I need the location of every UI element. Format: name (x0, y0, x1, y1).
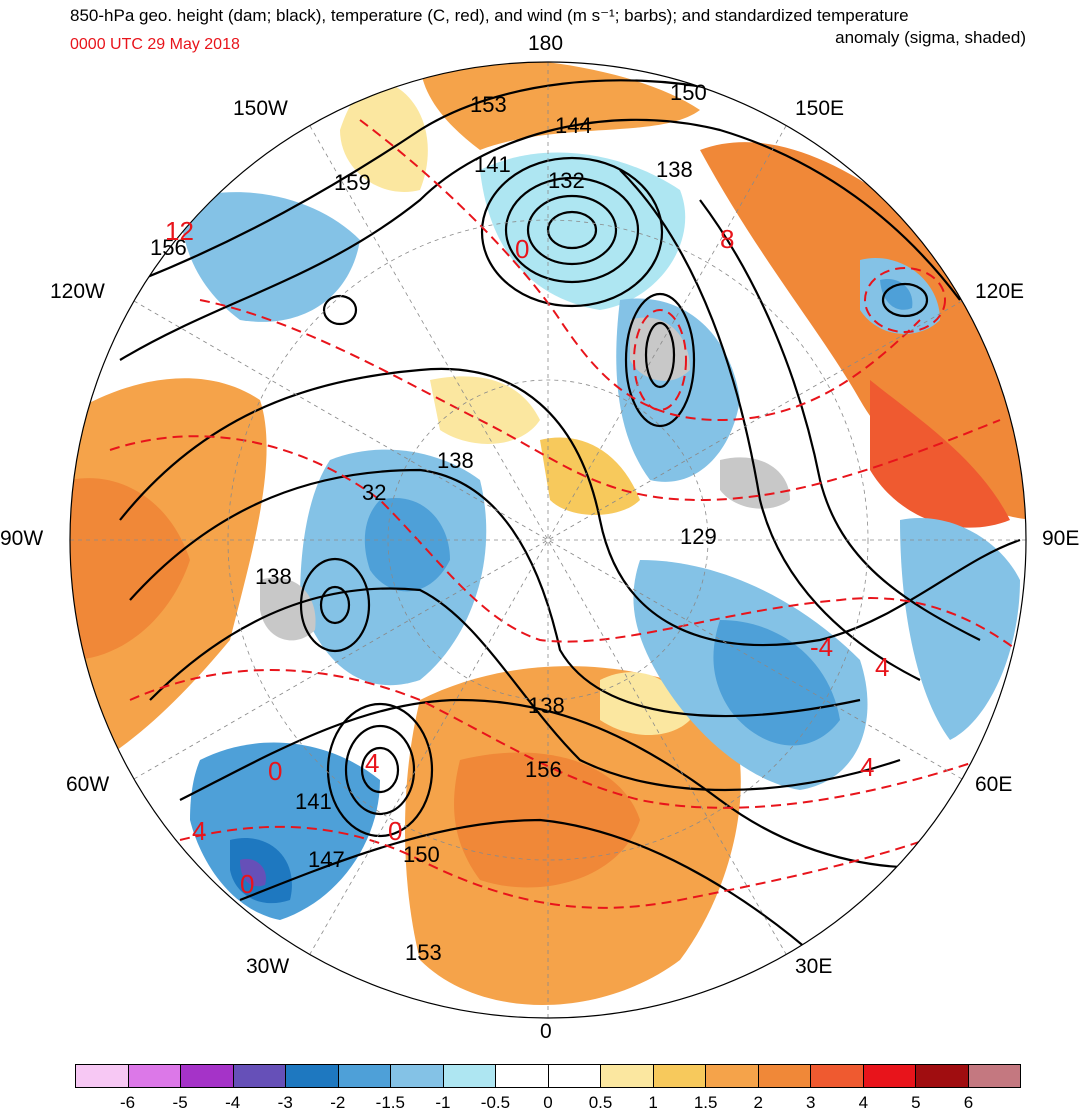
temperature-label: 4 (860, 752, 874, 782)
colorbar-swatch (916, 1065, 969, 1087)
colorbar-labels: -6 -5 -4 -3 -2 -1.5 -1 -0.5 0 0.5 1 1.5 2 3 4 5 6 (75, 1093, 1021, 1113)
colorbar-swatch (758, 1065, 811, 1087)
height-label: 153 (470, 92, 507, 117)
colorbar-tick-label: 3 (806, 1093, 816, 1112)
longitude-label-60e: 60E (975, 773, 1013, 796)
colorbar-swatch (653, 1065, 706, 1087)
longitude-label-90e: 90E (1042, 527, 1080, 550)
colorbar-tick-label: 0 (543, 1093, 553, 1112)
colorbar-swatch (76, 1065, 129, 1087)
longitude-label-30w: 30W (246, 955, 290, 978)
colorbar-swatch (443, 1065, 496, 1087)
longitude-label-180: 180 (528, 32, 564, 55)
temperature-label: -4 (810, 632, 833, 662)
height-label: 129 (680, 524, 717, 549)
colorbar-tick-label: -1 (435, 1093, 451, 1112)
colorbar-tick-label: 2 (753, 1093, 763, 1112)
colorbar-swatch (128, 1065, 181, 1087)
temperature-label: 0 (515, 234, 529, 264)
longitude-label-30e: 30E (795, 955, 833, 978)
map-title: 850-hPa geo. height (dam; black), temper… (70, 6, 909, 25)
longitude-label-150w: 150W (233, 97, 288, 120)
temperature-label: 0 (240, 869, 254, 899)
height-label: 156 (525, 757, 562, 782)
temperature-label: 8 (720, 224, 734, 254)
colorbar-swatch (286, 1065, 339, 1087)
colorbar-swatch (391, 1065, 444, 1087)
anomaly-shading (70, 62, 1026, 1005)
colorbar-tick-label: 5 (911, 1093, 921, 1112)
height-label: 141 (295, 789, 332, 814)
colorbar-swatch (811, 1065, 864, 1087)
height-label: 138 (656, 157, 693, 182)
height-label: 153 (405, 940, 442, 965)
colorbar-swatch (968, 1065, 1020, 1087)
colorbar-swatch (601, 1065, 654, 1087)
graticule (70, 62, 1026, 1018)
height-label: 141 (474, 152, 511, 177)
polar-map: 153 150 144 141 132 138 159 156 138 32 1… (69, 61, 1027, 1019)
colorbar-tick-label: 0.5 (588, 1093, 613, 1112)
colorbar-swatch (181, 1065, 234, 1087)
geopotential-height-contours (119, 79, 1021, 961)
temperature-label: 4 (192, 816, 206, 846)
colorbar-tick-label: -5 (172, 1093, 188, 1112)
temperature-label: 0 (388, 816, 402, 846)
longitude-label-120e: 120E (975, 280, 1025, 303)
height-label: 32 (362, 480, 386, 505)
longitude-label-120w: 120W (50, 280, 105, 303)
colorbar-tick-label: -4 (225, 1093, 241, 1112)
colorbar-swatch (496, 1065, 549, 1087)
height-label: 159 (334, 170, 371, 195)
colorbar-tick-label: -3 (277, 1093, 293, 1112)
longitude-label-150e: 150E (795, 97, 845, 120)
height-label: 138 (528, 693, 565, 718)
temperature-label: 4 (875, 652, 889, 682)
map-disk (70, 62, 1026, 1018)
colorbar-swatch (233, 1065, 286, 1087)
temperature-label: 12 (165, 216, 194, 246)
height-label: 150 (670, 80, 707, 105)
colorbar-tick-label: -2 (330, 1093, 346, 1112)
height-label: 138 (255, 564, 292, 589)
height-label: 150 (403, 842, 440, 867)
map-title-continued: anomaly (sigma, shaded) (835, 28, 1026, 47)
temperature-label: 4 (365, 748, 379, 778)
longitude-label-60w: 60W (66, 773, 110, 796)
colorbar-tick-label: 1.5 (693, 1093, 718, 1112)
colorbar-swatch (863, 1065, 916, 1087)
valid-time: 0000 UTC 29 May 2018 (70, 36, 240, 53)
colorbar-swatch (548, 1065, 601, 1087)
temperature-contours (109, 119, 1026, 909)
temperature-label: 0 (268, 756, 282, 786)
colorbar-tick-label: 6 (963, 1093, 974, 1112)
height-label: 138 (437, 448, 474, 473)
colorbar-tick-label: -0.5 (480, 1093, 511, 1112)
map-boundary (69, 61, 1027, 1019)
temperature-contour-labels: 8 0 -4 4 4 0 4 4 0 0 12 (165, 216, 889, 899)
colorbar-tick-label: -6 (119, 1093, 136, 1112)
height-contour-labels: 153 150 144 141 132 138 159 156 138 32 1… (150, 80, 717, 965)
anomaly-colorbar (75, 1064, 1021, 1088)
longitude-label-0: 0 (540, 1020, 552, 1043)
colorbar-swatch (338, 1065, 391, 1087)
colorbar-tick-label: -1.5 (375, 1093, 405, 1112)
colorbar-tick-label: 4 (858, 1093, 869, 1112)
height-label: 132 (548, 168, 585, 193)
colorbar-swatch (706, 1065, 759, 1087)
height-label: 147 (308, 847, 345, 872)
longitude-label-90w: 90W (0, 527, 44, 550)
height-label: 156 (150, 235, 187, 260)
colorbar-tick-label: 1 (648, 1093, 658, 1112)
height-label: 144 (555, 113, 592, 138)
